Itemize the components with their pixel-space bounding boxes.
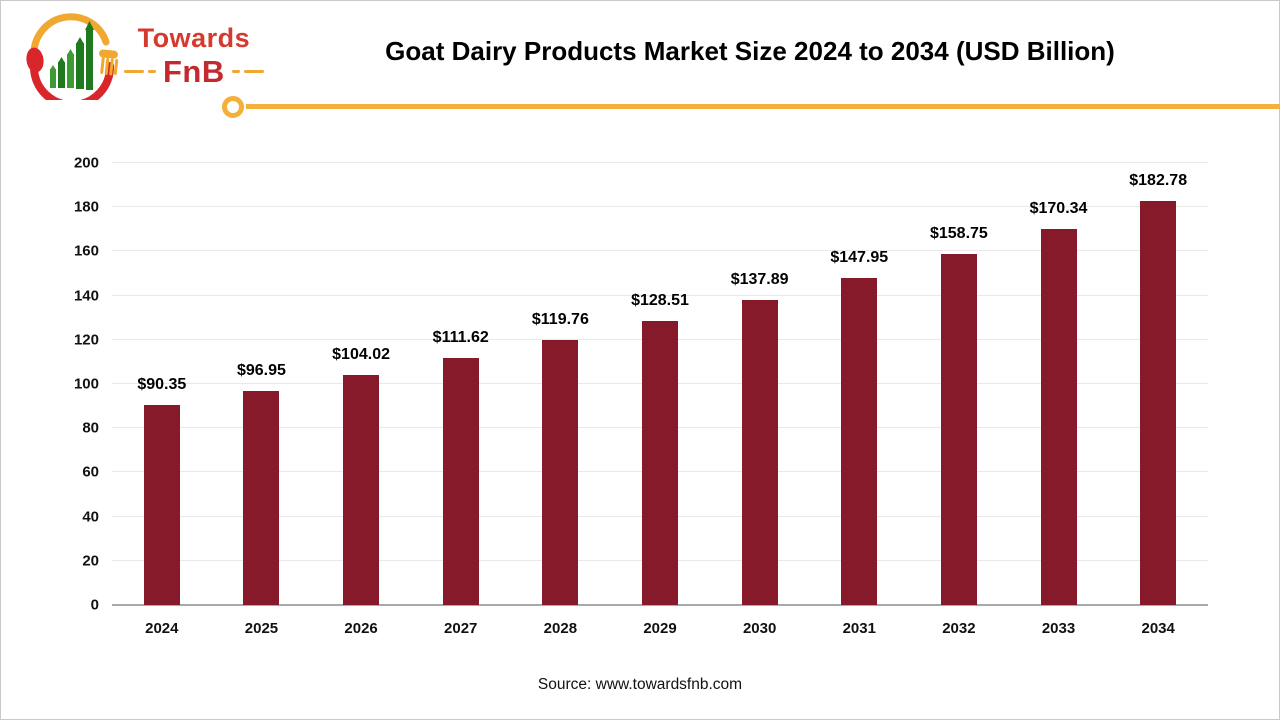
divider-ring-icon xyxy=(222,96,244,118)
bar-value-label: $104.02 xyxy=(332,346,390,364)
x-axis-tick-label: 2030 xyxy=(742,620,777,637)
bar-2033 xyxy=(1040,228,1077,605)
bar-value-label: $111.62 xyxy=(432,329,489,347)
y-axis-tick-label: 160 xyxy=(73,242,99,260)
gridline xyxy=(112,294,1208,296)
logo-wordmark-fnb: FnB xyxy=(163,54,225,89)
logo-growth-bars xyxy=(50,21,94,90)
bar-value-label: $137.89 xyxy=(730,271,789,289)
logo-dash-left xyxy=(124,69,156,74)
x-axis-tick-label: 2032 xyxy=(942,620,976,637)
towardsfnb-logo-text: Towards FnB xyxy=(124,25,264,87)
gridline xyxy=(112,250,1208,252)
towardsfnb-logo-icon xyxy=(26,13,119,100)
bar-2024 xyxy=(143,405,180,605)
bar-value-label: $158.75 xyxy=(929,225,988,243)
y-axis-tick-label: 200 xyxy=(73,154,99,172)
bar-2034 xyxy=(1140,201,1177,605)
x-axis-tick-label: 2026 xyxy=(344,620,378,637)
x-axis-tick-label: 2033 xyxy=(1041,620,1076,637)
logo-dash-right xyxy=(231,69,264,74)
bar-2027 xyxy=(442,358,479,605)
towardsfnb-logo: Towards FnB xyxy=(24,10,264,102)
bar-2031 xyxy=(841,278,878,605)
bar-value-label: $147.95 xyxy=(830,249,889,267)
y-axis-tick-label: 20 xyxy=(82,552,99,570)
title-divider-line xyxy=(246,104,1280,109)
bar-2026 xyxy=(343,375,380,605)
bar-value-label: $96.95 xyxy=(236,361,286,379)
y-axis-tick-label: 180 xyxy=(73,198,99,216)
x-axis-tick-label: 2031 xyxy=(842,620,876,637)
logo-fork xyxy=(99,49,119,76)
bar-2029 xyxy=(642,321,678,605)
bar-2028 xyxy=(542,340,579,605)
bar-2032 xyxy=(940,254,977,605)
y-axis-tick-label: 140 xyxy=(73,287,99,305)
x-axis-line xyxy=(112,604,1208,606)
bar-chart-plot-area: 0 20 40 60 80 100 120 140 160 180 200 $90.35 2024 $96… xyxy=(74,155,1208,637)
y-axis-tick-label: 100 xyxy=(73,375,99,393)
bar-value-label: $128.51 xyxy=(631,292,689,309)
x-axis-tick-label: 2029 xyxy=(643,620,677,637)
source-note: Source: www.towardsfnb.com xyxy=(537,676,743,693)
y-axis-tick-label: 40 xyxy=(82,508,99,526)
x-axis-tick-label: 2024 xyxy=(145,620,179,637)
bar-value-label: $90.35 xyxy=(137,376,187,394)
x-axis-tick-label: 2034 xyxy=(1141,620,1175,637)
logo-wordmark-towards: Towards xyxy=(137,23,251,53)
bar-2025 xyxy=(243,390,280,605)
bar-2030 xyxy=(741,300,778,605)
page-title: Goat Dairy Products Market Size 2024 to … xyxy=(385,36,1115,66)
x-axis-tick-label: 2027 xyxy=(444,620,478,637)
y-axis-tick-label: 120 xyxy=(73,331,99,349)
x-axis-tick-label: 2028 xyxy=(543,620,578,637)
bar-value-label: $170.34 xyxy=(1029,199,1088,217)
bar-value-label: $182.78 xyxy=(1129,172,1188,190)
y-axis-tick-label: 0 xyxy=(90,596,99,614)
gridline xyxy=(112,162,1208,163)
bar-value-label: $119.76 xyxy=(531,311,589,329)
y-axis-tick-label: 60 xyxy=(82,463,99,481)
y-axis-tick-label: 80 xyxy=(82,419,99,437)
x-axis-tick-label: 2025 xyxy=(244,620,279,637)
gridline xyxy=(112,206,1208,208)
